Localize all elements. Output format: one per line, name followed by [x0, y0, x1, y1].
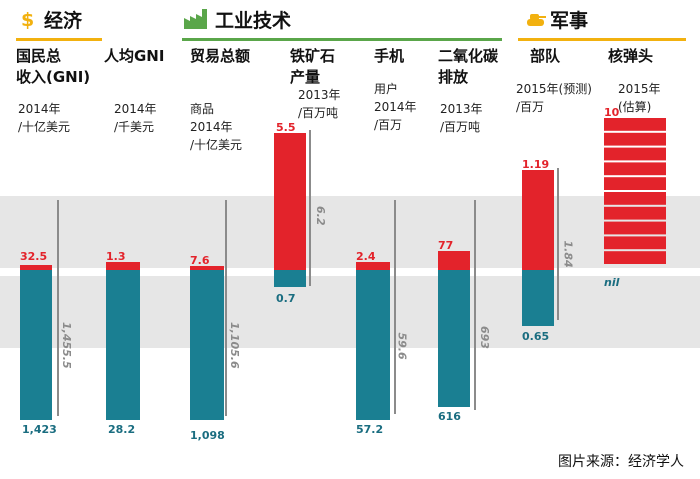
teal-bar-1 — [20, 270, 52, 420]
column-title-8: 核弹头 — [608, 47, 654, 65]
warhead-segment-4 — [604, 162, 666, 176]
column-subtitle-5: 用户 2014年/百万 — [374, 82, 417, 132]
teal-value-label-3: 1,098 — [190, 429, 225, 442]
section-divider-1 — [16, 38, 102, 41]
column-subtitle-8: 2015年 (估算) — [618, 82, 661, 114]
column-subtitle-7: 2015年(预测)/百万 — [516, 82, 592, 114]
warhead-segment-9 — [604, 236, 666, 250]
red-bar-3 — [190, 266, 224, 270]
dollar-icon: $ — [21, 9, 34, 30]
section-title-3: 军事 — [524, 6, 588, 32]
column-subtitle-4: 2013年/百万吨 — [298, 88, 341, 120]
column-title-5: 手机 — [374, 47, 405, 65]
red-value-label-3: 7.6 — [190, 254, 210, 267]
red-value-label-2: 1.3 — [106, 250, 126, 263]
tank-icon — [527, 14, 546, 26]
warhead-segment-2 — [604, 132, 666, 146]
column-title-4: 铁矿石 产量 — [290, 47, 336, 86]
red-value-label-7: 1.19 — [522, 158, 550, 171]
teal-value-label-5: 57.2 — [356, 423, 384, 436]
grey-value-label-4: 6.2 — [313, 206, 327, 226]
section-divider-2 — [182, 38, 502, 41]
section-title-text-3: 军事 — [550, 9, 589, 32]
background-band-lower — [0, 276, 700, 348]
warhead-segment-10 — [604, 251, 666, 264]
red-bar-5 — [356, 262, 390, 270]
teal-bar-2 — [106, 270, 140, 420]
column-title-6: 二氧化碳 排放 — [438, 47, 499, 86]
teal-value-label-1: 1,423 — [22, 423, 57, 436]
red-bar-7 — [522, 170, 554, 270]
grey-value-label-5: 59.6 — [395, 332, 409, 360]
column-title-7: 部队 — [530, 47, 561, 65]
section-divider-3 — [518, 38, 686, 41]
red-value-label-6: 77 — [438, 239, 454, 252]
red-value-label-4: 5.5 — [276, 121, 296, 134]
warhead-segment-1 — [604, 118, 666, 131]
grey-value-label-3: 1,105.6 — [227, 322, 241, 369]
red-bar-1 — [20, 265, 52, 270]
teal-bar-5 — [356, 270, 390, 420]
section-title-text-1: 经济 — [44, 9, 83, 32]
section-title-text-2: 工业技术 — [215, 9, 292, 32]
red-value-label-8: 10 — [604, 106, 620, 119]
teal-bar-4 — [274, 270, 306, 287]
red-value-label-1: 32.5 — [20, 250, 48, 263]
column-title-1: 国民总 收入(GNI) — [16, 47, 91, 86]
warhead-segment-5 — [604, 177, 666, 190]
warhead-segment-3 — [604, 147, 666, 161]
teal-bar-6 — [438, 270, 470, 407]
warhead-segment-7 — [604, 206, 666, 220]
column-subtitle-1: 2014年/十亿美元 — [18, 102, 71, 134]
grey-value-label-1: 1,455.5 — [59, 322, 73, 369]
red-bar-4 — [274, 133, 306, 270]
red-value-label-5: 2.4 — [356, 250, 376, 263]
source-credit: 图片来源：经济学人 — [558, 454, 684, 470]
section-title-1: $ 经济 — [18, 6, 82, 32]
warhead-segment-8 — [604, 221, 666, 235]
teal-bar-3 — [190, 270, 224, 420]
grey-value-label-6: 693 — [477, 326, 491, 349]
background-band-upper — [0, 196, 700, 268]
warhead-segment-6 — [604, 192, 666, 205]
column-title-3: 贸易总额 — [190, 47, 251, 65]
column-title-2: 人均GNI — [104, 47, 165, 65]
red-bar-2 — [106, 262, 140, 270]
teal-value-label-4: 0.7 — [276, 292, 296, 305]
factory-icon — [184, 9, 207, 29]
column-subtitle-3: 商品 2014年/十亿美元 — [190, 102, 243, 152]
section-title-2: 工业技术 — [183, 6, 291, 32]
teal-value-label-8: nil — [604, 276, 620, 289]
svg-text:$: $ — [21, 9, 34, 30]
teal-value-label-6: 616 — [438, 410, 461, 423]
teal-bar-7 — [522, 270, 554, 326]
red-bar-6 — [438, 251, 470, 270]
column-subtitle-2: 2014年/千美元 — [114, 102, 157, 134]
column-subtitle-6: 2013年/百万吨 — [440, 102, 483, 134]
grey-value-label-7: 1.84 — [561, 240, 575, 268]
teal-value-label-2: 28.2 — [108, 423, 136, 436]
teal-value-label-7: 0.65 — [522, 330, 550, 343]
